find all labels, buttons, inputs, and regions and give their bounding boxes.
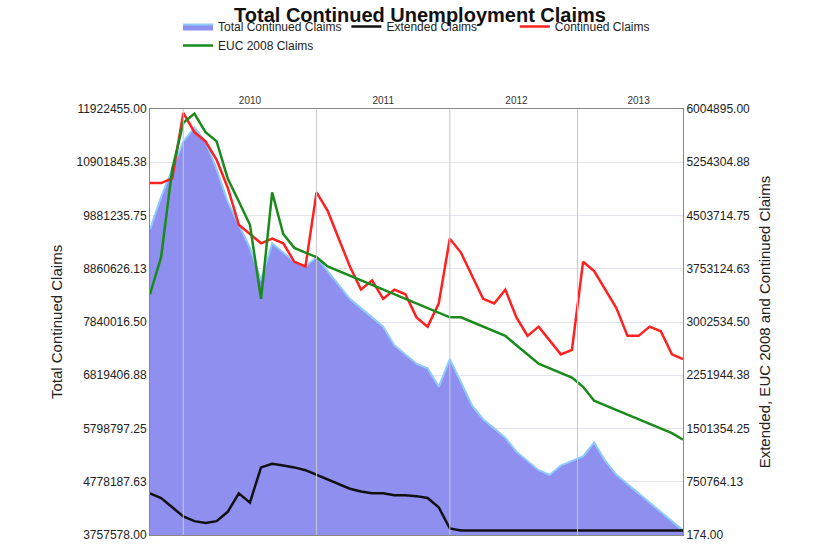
svg-text:174.00: 174.00 [686, 528, 723, 542]
svg-text:9881235.75: 9881235.75 [83, 209, 147, 223]
svg-text:3002534.50: 3002534.50 [686, 315, 750, 329]
svg-text:Total Continued Claims: Total Continued Claims [48, 245, 65, 399]
svg-text:750764.13: 750764.13 [686, 475, 743, 489]
svg-text:5798797.25: 5798797.25 [83, 422, 147, 436]
svg-text:2013: 2013 [627, 95, 650, 106]
svg-text:4503714.75: 4503714.75 [686, 209, 750, 223]
svg-text:2012: 2012 [505, 95, 528, 106]
svg-text:1501354.25: 1501354.25 [686, 422, 750, 436]
svg-text:2010: 2010 [239, 95, 262, 106]
svg-text:Extended, EUC 2008 and Continu: Extended, EUC 2008 and Continued Claims [756, 176, 773, 469]
svg-text:Total Continued Claims: Total Continued Claims [218, 20, 341, 34]
svg-text:Total Continued Unemployment C: Total Continued Unemployment Claims [234, 4, 606, 26]
svg-text:6004895.00: 6004895.00 [686, 102, 750, 116]
svg-text:Continued Claims: Continued Claims [555, 20, 650, 34]
svg-text:8860626.13: 8860626.13 [83, 262, 147, 276]
svg-text:3757578.00: 3757578.00 [83, 528, 147, 542]
svg-text:Extended Claims: Extended Claims [386, 20, 477, 34]
svg-text:5254304.88: 5254304.88 [686, 155, 750, 169]
svg-text:2011: 2011 [372, 95, 394, 106]
svg-text:EUC 2008 Claims: EUC 2008 Claims [218, 39, 313, 53]
svg-text:4778187.63: 4778187.63 [83, 475, 147, 489]
svg-text:6819406.88: 6819406.88 [83, 368, 147, 382]
svg-text:3753124.63: 3753124.63 [686, 262, 750, 276]
svg-text:7840016.50: 7840016.50 [83, 315, 147, 329]
svg-text:10901845.38: 10901845.38 [77, 155, 147, 169]
svg-text:11922455.00: 11922455.00 [77, 102, 147, 116]
svg-text:2251944.38: 2251944.38 [686, 368, 750, 382]
